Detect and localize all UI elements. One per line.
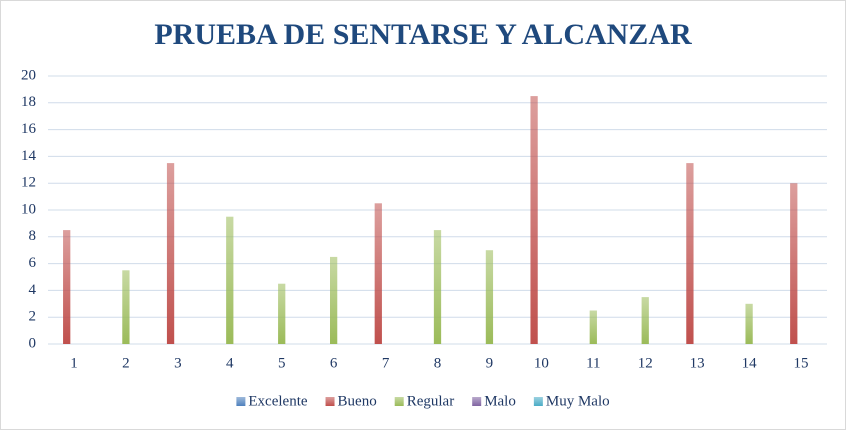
x-tick-label: 2 <box>122 355 130 371</box>
bar <box>433 230 442 344</box>
y-tick-label: 18 <box>21 94 36 110</box>
legend-swatch <box>325 397 335 406</box>
x-tick-label: 9 <box>486 355 494 371</box>
x-tick-label: 15 <box>794 355 809 371</box>
bar <box>63 230 71 344</box>
x-tick-label: 11 <box>586 355 600 371</box>
bar <box>166 163 175 344</box>
bar <box>641 297 649 344</box>
x-tick-label: 6 <box>330 355 338 371</box>
y-tick-label: 2 <box>29 309 37 325</box>
x-tick-label: 14 <box>742 355 758 371</box>
x-tick-label: 12 <box>638 355 653 371</box>
bar <box>485 250 494 344</box>
chart-title: PRUEBA DE SENTARSE Y ALCANZAR <box>154 18 692 51</box>
bar <box>790 183 798 344</box>
bar <box>329 256 338 344</box>
y-tick-label: 0 <box>29 335 37 351</box>
legend-swatch <box>394 397 404 406</box>
legend-swatch <box>472 397 482 406</box>
bar <box>226 216 234 344</box>
x-tick-label: 7 <box>382 355 390 371</box>
legend-label: Malo <box>484 393 516 409</box>
bar <box>374 203 382 344</box>
x-tick-label: 4 <box>226 355 234 371</box>
y-tick-label: 8 <box>29 228 37 244</box>
bar <box>122 270 130 344</box>
bar <box>745 303 753 344</box>
y-tick-label: 20 <box>21 67 36 83</box>
y-tick-label: 12 <box>21 175 36 191</box>
y-tick-label: 10 <box>21 201 36 217</box>
y-tick-label: 6 <box>29 255 37 271</box>
x-tick-label: 1 <box>70 355 78 371</box>
legend-label: Excelente <box>248 393 307 409</box>
legend-label: Bueno <box>338 393 377 409</box>
legend-swatch <box>236 397 246 406</box>
x-tick-label: 8 <box>434 355 442 371</box>
x-tick-label: 13 <box>690 355 705 371</box>
x-tick-label: 10 <box>534 355 549 371</box>
x-tick-label: 3 <box>174 355 182 371</box>
bar <box>278 283 286 344</box>
bar <box>530 96 538 344</box>
y-tick-label: 4 <box>29 282 37 298</box>
x-tick-label: 5 <box>278 355 286 371</box>
legend: Excelente Bueno Regular Malo Muy Malo <box>236 393 610 409</box>
legend-label: Regular <box>407 393 454 409</box>
bar <box>589 310 597 344</box>
y-tick-label: 16 <box>21 121 37 137</box>
legend-swatch <box>533 397 543 406</box>
legend-label: Muy Malo <box>546 393 610 409</box>
bar <box>686 163 694 344</box>
y-tick-label: 14 <box>21 148 37 164</box>
